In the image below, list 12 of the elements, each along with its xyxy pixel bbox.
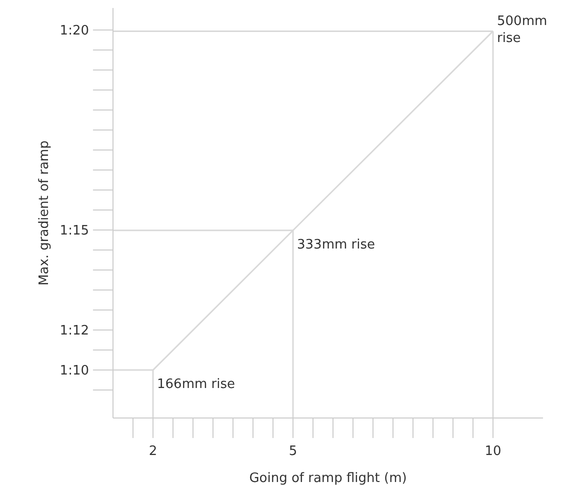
text: 1:20 bbox=[60, 24, 89, 39]
text: 1:15 bbox=[60, 224, 89, 239]
y-axis-title: Max. gradient of ramp bbox=[37, 140, 52, 286]
x-axis-title: Going of ramp flight (m) bbox=[249, 471, 407, 486]
text: 1:12 bbox=[60, 324, 89, 339]
x-tick-label: 10 bbox=[484, 444, 502, 460]
annotation: 500mm rise bbox=[497, 14, 548, 46]
annotation: 166mm rise bbox=[157, 377, 235, 392]
x-tick-label: 2 bbox=[148, 444, 158, 460]
x-tick-label: 5 bbox=[288, 444, 298, 460]
text: 1:10 bbox=[60, 364, 89, 379]
annotation: 333mm rise bbox=[297, 237, 375, 252]
